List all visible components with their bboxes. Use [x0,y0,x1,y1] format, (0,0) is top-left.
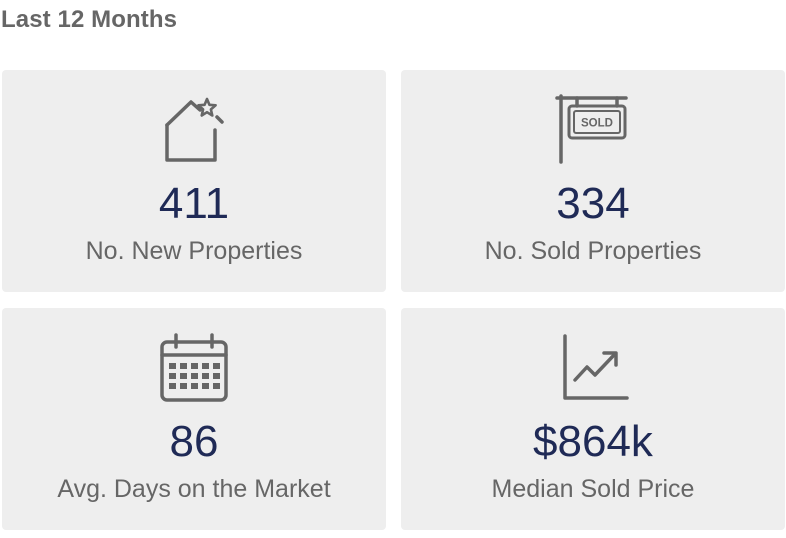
calendar-icon [154,330,234,406]
trend-chart-icon [553,330,633,406]
stat-card-median-price: $864k Median Sold Price [401,308,785,530]
stat-value: 86 [169,417,219,466]
stat-label: Avg. Days on the Market [57,475,331,503]
section-title: Last 12 Months [1,6,178,33]
stat-label: Median Sold Price [491,475,695,503]
stat-value: $864k [533,417,653,466]
house-star-icon [154,92,234,168]
stat-value: 334 [556,179,630,228]
stat-card-new-properties: 411 No. New Properties [2,70,386,292]
stat-card-avg-days: 86 Avg. Days on the Market [2,308,386,530]
stat-label: No. New Properties [85,237,303,265]
stat-value: 411 [158,179,230,228]
stat-label: No. Sold Properties [484,237,702,265]
stat-card-sold-properties: SOLD 334 No. Sold Properties [401,70,785,292]
svg-text:SOLD: SOLD [581,118,613,130]
sold-sign-icon: SOLD [553,92,633,168]
